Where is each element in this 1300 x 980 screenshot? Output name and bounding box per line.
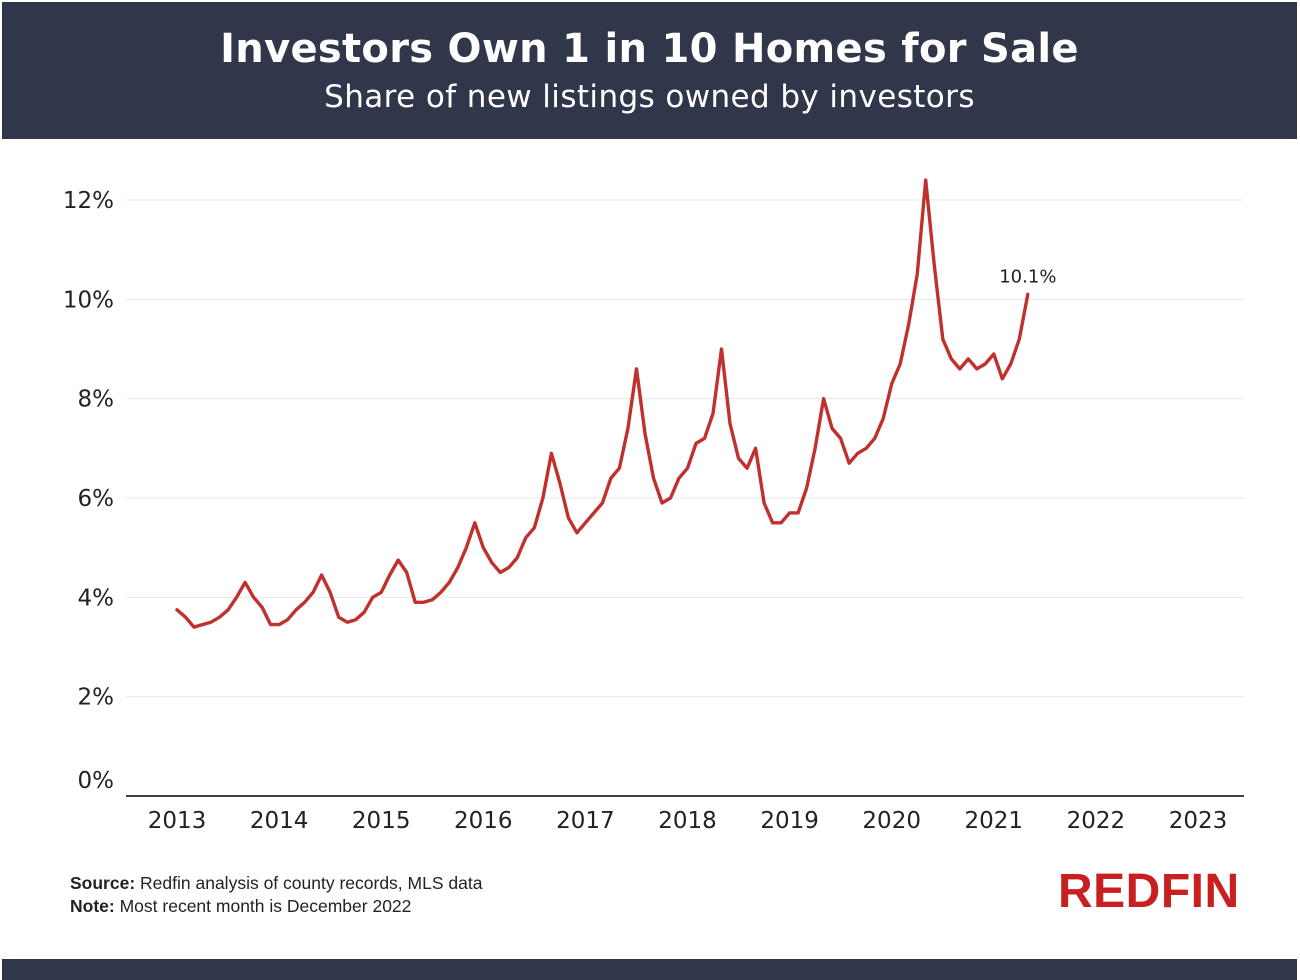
y-tick-label: 4% (78, 585, 115, 611)
note-text: Most recent month is December 2022 (119, 896, 412, 916)
chart-subtitle: Share of new listings owned by investors (324, 79, 975, 115)
x-tick-label: 2013 (148, 808, 207, 834)
x-tick-label: 2019 (760, 808, 819, 834)
y-tick-label: 8% (78, 387, 115, 413)
chart-title: Investors Own 1 in 10 Homes for Sale (220, 26, 1079, 72)
y-tick-label: 2% (78, 685, 115, 711)
x-tick-label: 2020 (862, 808, 921, 834)
bottom-bar (2, 959, 1297, 980)
x-tick-label: 2018 (658, 808, 717, 834)
source-label: Source: (70, 873, 136, 893)
y-tick-label: 10% (63, 287, 114, 313)
series-line (175, 178, 1030, 629)
x-tick-label: 2022 (1067, 808, 1126, 834)
note-label: Note: (70, 896, 115, 916)
y-tick-label: 6% (78, 486, 115, 512)
x-tick-label: 2023 (1169, 808, 1228, 834)
redfin-logo: REDFIN (1058, 865, 1240, 918)
y-tick-label: 0% (78, 768, 115, 794)
source-text: Redfin analysis of county records, MLS d… (140, 873, 483, 893)
footer-notes: Source: Redfin analysis of county record… (70, 872, 482, 918)
x-tick-label: 2016 (454, 808, 513, 834)
line-chart: 0% 2% 4% 6% 8% 10% 12% 2013 2014 2015 2016 2017 2018… (63, 178, 1244, 834)
x-tick-label: 2021 (965, 808, 1024, 834)
note-line: Note: Most recent month is December 2022 (70, 895, 482, 918)
x-tick-label: 2017 (556, 808, 615, 834)
x-tick-label: 2014 (250, 808, 309, 834)
source-line: Source: Redfin analysis of county record… (70, 872, 482, 895)
end-value-label: 10.1% (999, 266, 1056, 287)
y-tick-label: 12% (63, 188, 114, 214)
x-tick-label: 2015 (352, 808, 411, 834)
chart-header: Investors Own 1 in 10 Homes for Sale Sha… (2, 2, 1297, 139)
